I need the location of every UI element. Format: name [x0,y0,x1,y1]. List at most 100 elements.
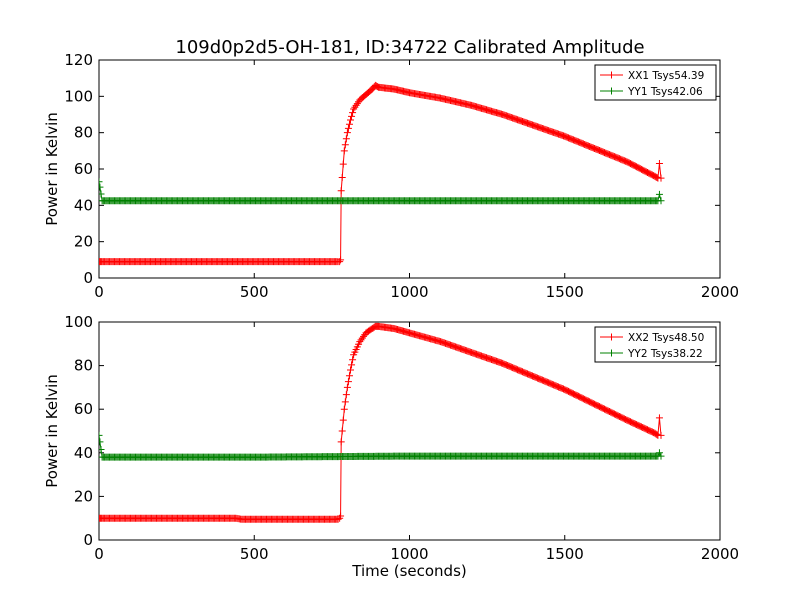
y-tick-label: 60 [74,160,93,178]
data-point [99,431,103,439]
data-point [99,183,104,191]
x-tick-label: 500 [240,283,269,301]
legend-swatch-marker [608,87,615,95]
x-tick-label: 1000 [390,545,428,563]
data-point [99,178,103,186]
data-point [99,446,105,454]
plot-area [99,322,665,523]
x-tick-label: 2000 [701,545,739,563]
legend-label: YY1 Tsys42.06 [627,86,703,98]
y-tick-label: 80 [74,124,93,142]
legend-label: XX2 Tsys48.50 [628,332,704,344]
data-point [655,190,663,198]
data-point [657,431,665,439]
data-point [657,174,665,182]
legend-item: XX1 Tsys54.39 [600,70,704,82]
x-tick-label: 500 [240,545,269,563]
data-point [337,512,345,520]
data-point [337,438,345,446]
y-tick-label: 40 [74,444,93,462]
legend: XX1 Tsys54.39 YY1 Tsys42.06 [594,64,717,101]
data-point [341,141,349,149]
data-point [99,190,105,198]
series-markers [99,431,665,461]
legend-swatch-marker [608,71,615,79]
x-tick-label: 0 [94,283,104,301]
y-tick-label: 60 [74,400,93,418]
y-tick-label: 0 [83,269,93,287]
series-2 [99,178,665,205]
y-tick-label: 40 [74,196,93,214]
series-markers [99,178,665,205]
data-point [345,120,353,128]
data-point [353,100,361,108]
data-point [348,361,356,369]
x-tick-label: 1500 [546,283,584,301]
legend-label: XX1 Tsys54.39 [628,70,704,82]
data-point [342,135,350,143]
data-point [655,414,663,422]
y-tick-label: 0 [83,531,93,549]
y-tick-label: 20 [74,487,93,505]
y-axis-label: Power in Kelvin [43,112,61,226]
legend-label: YY2 Tsys38.22 [627,348,703,360]
data-point [343,383,351,391]
chart-title: 109d0p2d5-OH-181, ID:34722 Calibrated Am… [175,37,644,58]
legend-swatch-marker [608,349,615,357]
series-2 [99,431,665,461]
bottom-plot-panel: 0 500 1000 1500 2000 0 20 40 60 80 100 Power in Kel… [43,313,739,580]
data-point [339,416,347,424]
data-point [657,197,665,205]
data-point [347,366,355,374]
series-1 [99,81,665,266]
legend: XX2 Tsys48.50 YY2 Tsys38.22 [594,326,717,363]
data-point [340,405,348,413]
x-tick-label: 1000 [390,283,428,301]
legend-item: YY2 Tsys38.22 [600,348,703,360]
series-markers [99,322,665,523]
data-point [338,173,346,181]
x-axis-label: Time (seconds) [351,562,467,580]
y-tick-label: 120 [64,51,93,69]
data-point [653,173,661,181]
data-point [349,356,357,364]
data-point [343,129,351,137]
data-point [344,378,352,386]
data-point [342,391,350,399]
legend-item: XX2 Tsys48.50 [600,332,704,344]
data-point [653,431,661,439]
y-tick-label: 100 [64,313,93,331]
data-point [337,256,345,264]
data-point [344,124,352,132]
series-1 [99,322,665,523]
legend-box [594,64,717,101]
data-point [349,109,357,117]
data-point [340,147,348,155]
y-axis-label: Power in Kelvin [43,374,61,488]
data-point [657,452,665,460]
legend-box [594,326,717,363]
legend-item: YY1 Tsys42.06 [600,86,703,98]
series-markers [99,81,665,266]
y-tick-label: 20 [74,233,93,251]
data-point [351,103,359,111]
plot-area [99,81,665,266]
data-point [341,398,349,406]
data-point [99,438,104,446]
data-point [338,427,346,435]
legend-swatch-marker [608,333,615,341]
data-point [350,105,358,113]
data-point [655,449,663,457]
data-point [347,116,355,124]
data-point [655,160,663,168]
data-point [348,112,356,120]
x-tick-label: 1500 [546,545,584,563]
x-tick-label: 0 [94,545,104,563]
data-point [352,101,360,109]
y-tick-label: 80 [74,357,93,375]
y-tick-label: 100 [64,87,93,105]
x-tick-label: 2000 [701,283,739,301]
data-point [345,372,353,380]
data-point [337,187,345,195]
